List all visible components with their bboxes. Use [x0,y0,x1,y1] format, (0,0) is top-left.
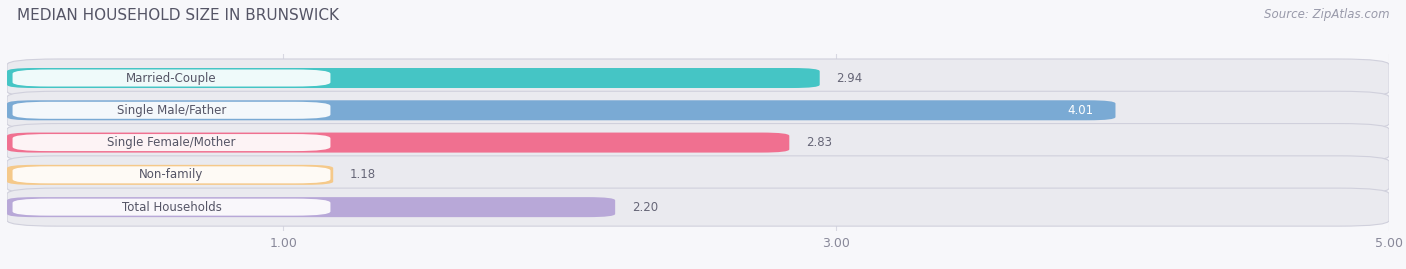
FancyBboxPatch shape [7,59,1389,97]
Text: Source: ZipAtlas.com: Source: ZipAtlas.com [1264,8,1389,21]
Text: Single Male/Father: Single Male/Father [117,104,226,117]
FancyBboxPatch shape [7,91,1389,129]
Text: 1.18: 1.18 [350,168,375,181]
FancyBboxPatch shape [7,133,789,153]
Text: Total Households: Total Households [121,201,221,214]
Text: 2.83: 2.83 [806,136,832,149]
FancyBboxPatch shape [7,123,1389,162]
FancyBboxPatch shape [13,102,330,119]
Text: 4.01: 4.01 [1067,104,1094,117]
Text: Single Female/Mother: Single Female/Mother [107,136,236,149]
FancyBboxPatch shape [13,199,330,216]
Text: MEDIAN HOUSEHOLD SIZE IN BRUNSWICK: MEDIAN HOUSEHOLD SIZE IN BRUNSWICK [17,8,339,23]
FancyBboxPatch shape [7,100,1115,120]
Text: Non-family: Non-family [139,168,204,181]
FancyBboxPatch shape [7,188,1389,226]
FancyBboxPatch shape [7,165,333,185]
FancyBboxPatch shape [13,166,330,183]
FancyBboxPatch shape [7,156,1389,194]
FancyBboxPatch shape [7,68,820,88]
Text: 2.94: 2.94 [837,72,862,84]
Text: Married-Couple: Married-Couple [127,72,217,84]
FancyBboxPatch shape [13,134,330,151]
Text: 2.20: 2.20 [631,201,658,214]
FancyBboxPatch shape [7,197,616,217]
FancyBboxPatch shape [13,69,330,87]
